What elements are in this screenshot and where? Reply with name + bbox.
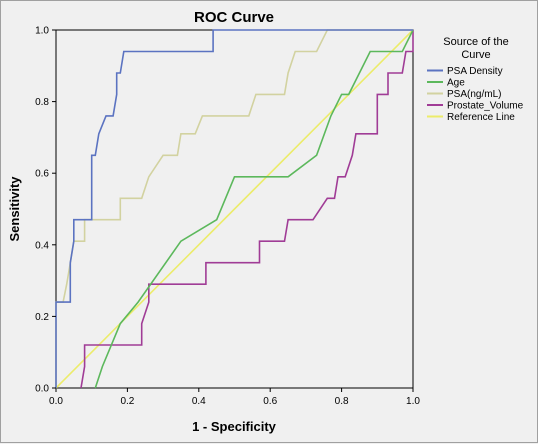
- legend-label: Prostate_Volume: [447, 101, 524, 112]
- y-tick-label: 0.8: [35, 97, 49, 108]
- x-tick-label: 0.0: [49, 396, 63, 407]
- series-layer: [55, 29, 414, 389]
- chart-title: ROC Curve: [194, 9, 274, 26]
- legend-label: PSA(ng/mL): [447, 89, 501, 100]
- x-tick-label: 0.2: [120, 396, 134, 407]
- legend-items: PSA DensityAgePSA(ng/mL)Prostate_VolumeR…: [427, 66, 524, 123]
- x-tick-label: 1.0: [406, 396, 420, 407]
- y-tick-label: 0.6: [35, 169, 49, 180]
- y-tick-label: 0.2: [35, 312, 49, 323]
- legend-label: Age: [447, 78, 465, 89]
- y-axis-label: Sensitivity: [7, 176, 22, 242]
- x-tick-label: 0.4: [192, 396, 206, 407]
- series-line-prostate-volume: [80, 30, 414, 389]
- legend-label: Reference Line: [447, 112, 515, 123]
- legend: Source of the Curve PSA DensityAgePSA(ng…: [427, 36, 524, 123]
- y-tick-label: 0.0: [35, 384, 49, 395]
- legend-title-line-2: Curve: [461, 49, 490, 61]
- ticks-layer: 0.0 0.2 0.4 0.6 0.8 1.0 0.0 0.2 0.4 0.6 0.8 1.0: [35, 26, 420, 408]
- y-tick-label: 0.4: [35, 240, 49, 251]
- y-tick-label: 1.0: [35, 26, 49, 37]
- x-tick-label: 0.6: [263, 396, 277, 407]
- legend-title-line-1: Source of the: [443, 36, 508, 48]
- series-line-reference-line: [55, 29, 414, 389]
- legend-label: PSA Density: [447, 66, 503, 77]
- x-tick-label: 0.8: [335, 396, 349, 407]
- series-line-psa-density: [55, 29, 413, 388]
- series-line-age: [94, 29, 414, 389]
- x-axis-label: 1 - Specificity: [192, 419, 277, 434]
